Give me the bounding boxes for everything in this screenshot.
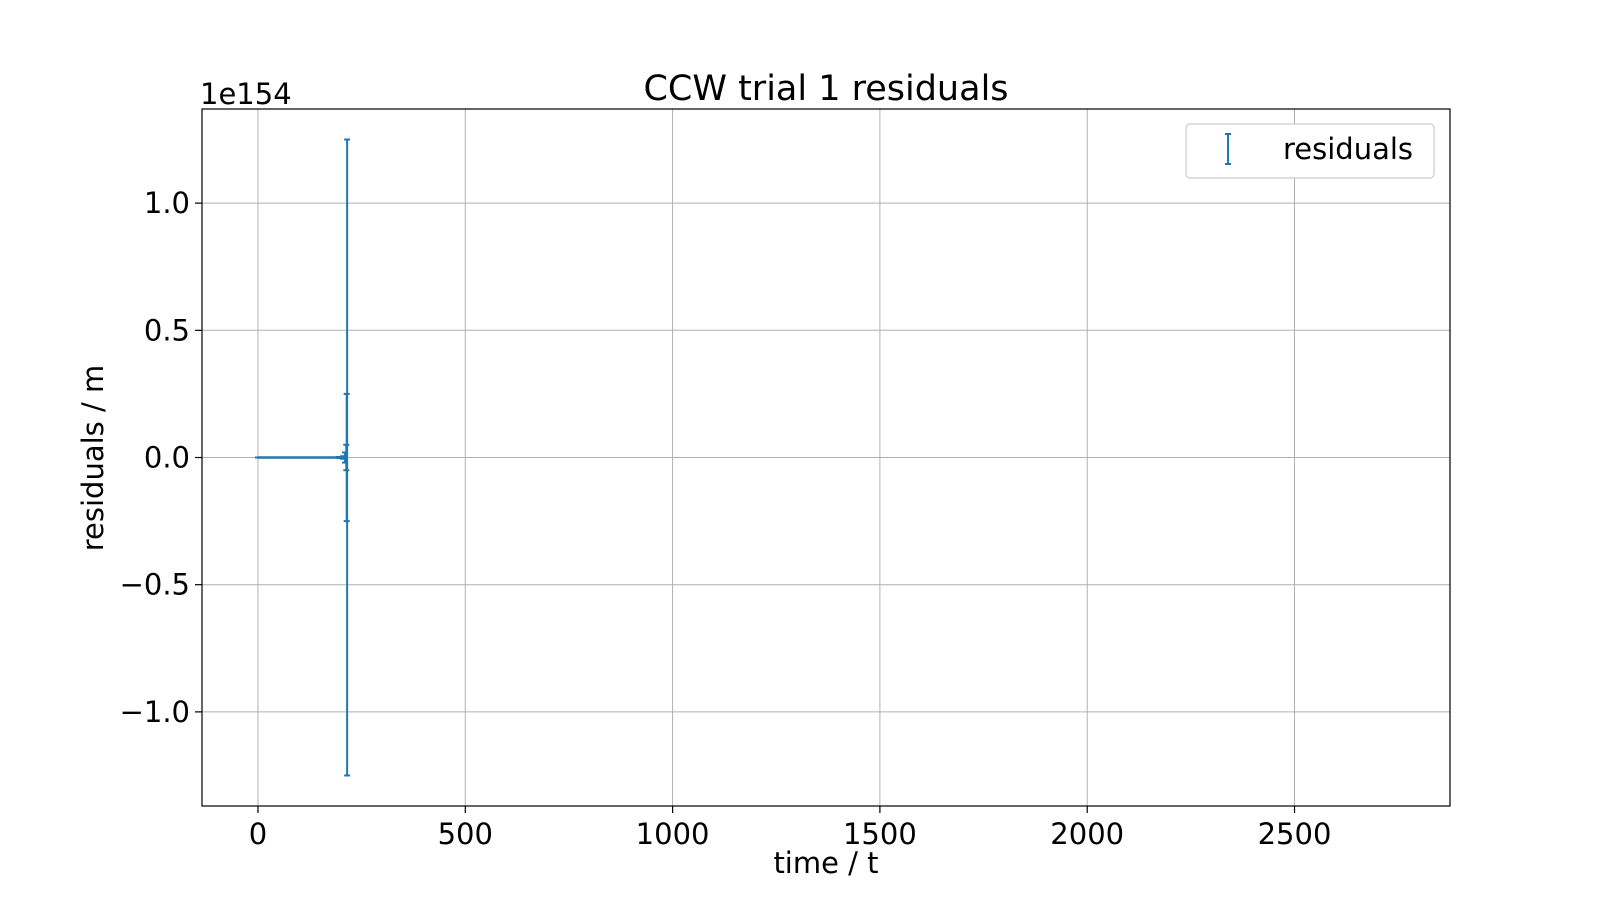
- grid-lines: [202, 109, 1450, 806]
- x-tick-label: 1500: [843, 817, 917, 851]
- x-axis-label: time / t: [773, 846, 878, 880]
- legend-marker: [1225, 133, 1231, 165]
- series-residuals: [254, 138, 351, 777]
- x-tick-label: 500: [438, 817, 493, 851]
- chart-title: CCW trial 1 residuals: [643, 69, 1008, 109]
- x-tick-label: 1000: [636, 817, 710, 851]
- legend-box: [1185, 123, 1435, 179]
- error-bar: [344, 138, 351, 777]
- y-tick-label: −0.5: [120, 568, 190, 602]
- y-axis-ticks: −1.0 −0.5 0.0 0.5 1.0: [120, 186, 202, 729]
- x-axis-ticks: 0 500 1000 1500 2000 2500: [249, 806, 1332, 851]
- y-axis-label: residuals / m: [76, 365, 110, 551]
- x-tick-label: 0: [249, 817, 267, 851]
- legend: residuals: [1185, 123, 1435, 179]
- x-tick-label: 2000: [1050, 817, 1124, 851]
- x-tick-label: 2500: [1258, 817, 1332, 851]
- y-tick-label: 0.0: [144, 441, 190, 475]
- y-tick-label: 0.5: [144, 313, 190, 347]
- y-offset-label: 1e154: [200, 77, 292, 111]
- y-tick-label: 1.0: [144, 186, 190, 220]
- legend-entry-residuals: residuals: [1283, 132, 1413, 166]
- y-tick-label: −1.0: [120, 695, 190, 729]
